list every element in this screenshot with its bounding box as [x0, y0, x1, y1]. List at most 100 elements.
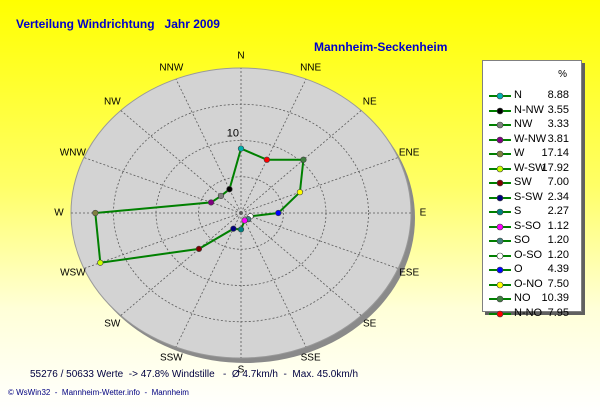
legend-rows: N 8.88 N-NW 3.55 NW 3.33 W-NW 3.81 W 17.14 W-SW 17.… [483, 89, 581, 321]
spoke-nne [240, 78, 307, 214]
axis-label-sw: SW [104, 319, 121, 330]
legend-swatch-marker [496, 266, 504, 274]
legend-row-no: NO 10.39 [483, 292, 581, 307]
axis-label-wsw: WSW [60, 268, 86, 279]
legend-swatch-n-nw [489, 107, 511, 114]
legend-swatch-marker [496, 121, 504, 129]
legend-label-s-so: S-SO [514, 219, 541, 232]
legend-swatch-s [489, 208, 511, 216]
legend-row-o: O 4.39 [483, 263, 581, 278]
legend-row-n-no: N-NO 7.95 [483, 307, 581, 322]
legend-row-w: W 17.14 [483, 147, 581, 162]
data-point-s [237, 226, 245, 233]
legend-row-s: S 2.27 [483, 205, 581, 220]
axis-label-s: S [238, 365, 245, 376]
legend-swatch-w [489, 150, 511, 158]
legend-row-s-so: S-SO 1.12 [483, 220, 581, 235]
legend-value-n: 8.88 [547, 89, 569, 101]
legend-swatch-marker [496, 136, 504, 143]
data-point-w-sw [97, 259, 104, 266]
data-point-sw [195, 245, 203, 252]
ring-value-label: 10 [227, 128, 239, 140]
axis-label-sse: SSE [301, 353, 321, 364]
axis-label-w: W [54, 208, 64, 219]
data-point-o-no [296, 189, 303, 196]
legend-swatch-marker [496, 107, 504, 114]
legend-label-w-sw: W-SW [514, 161, 546, 174]
legend-swatch-n [489, 92, 511, 100]
legend-swatch-o-no [489, 281, 511, 288]
legend-swatch-marker [496, 208, 504, 216]
legend-swatch-marker [496, 237, 504, 245]
legend-row-so: SO 1.20 [483, 234, 581, 249]
legend-value-s-sw: 2.34 [547, 190, 569, 203]
legend-label-n-nw: N-NW [514, 103, 544, 116]
legend-swatch-marker [496, 179, 504, 187]
legend-swatch-o [489, 266, 511, 274]
legend-swatch-marker [496, 310, 504, 317]
legend-value-sw: 7.00 [547, 176, 569, 188]
legend-label-w-nw: W-NW [514, 132, 547, 145]
legend-label-o: O [514, 263, 523, 275]
axis-label-se: SE [363, 319, 377, 330]
legend-row-sw: SW 7.00 [483, 176, 581, 191]
legend-label-n: N [514, 89, 522, 101]
legend-value-no: 10.39 [541, 292, 569, 304]
legend-label-n-no: N-NO [514, 306, 543, 319]
legend-label-o-so: O-SO [514, 248, 543, 261]
legend-value-so: 1.20 [547, 234, 569, 246]
axis-label-ene: ENE [399, 147, 420, 158]
axis-label-nnw: NNW [159, 62, 183, 73]
axis-label-ssw: SSW [160, 353, 183, 364]
axis-label-nne: NNE [300, 62, 321, 73]
legend-swatch-nw [489, 121, 511, 129]
legend-label-sw: SW [514, 176, 532, 188]
data-point-no [300, 156, 307, 163]
legend-swatch-s-so [489, 223, 511, 230]
footer-stats: 55276 / 50633 Werte -> 47.8% Windstille … [30, 369, 359, 380]
legend: % N 8.88 N-NW 3.55 NW 3.33 W-NW 3.81 W 17.14 W-SW 1… [482, 60, 582, 319]
spoke-ssw [175, 212, 242, 348]
legend-swatch-marker [496, 165, 504, 172]
data-point-n-no [263, 156, 270, 163]
legend-row-w-nw: W-NW 3.81 [483, 133, 581, 148]
legend-swatch-marker [496, 223, 504, 230]
legend-swatch-marker [496, 92, 504, 100]
legend-swatch-marker [496, 281, 504, 288]
axis-label-wnw: WNW [60, 147, 87, 158]
legend-swatch-no [489, 295, 511, 303]
legend-value-w-nw: 3.81 [547, 132, 569, 145]
legend-value-nw: 3.33 [547, 118, 569, 130]
legend-row-nw: NW 3.33 [483, 118, 581, 133]
legend-value-s: 2.27 [547, 205, 569, 217]
legend-value-n-no: 7.95 [547, 306, 569, 319]
data-point-s-sw [230, 225, 237, 232]
data-point-o [275, 209, 282, 217]
legend-swatch-marker [496, 194, 504, 201]
legend-label-o-no: O-NO [514, 277, 543, 290]
data-point-w-nw [207, 199, 215, 206]
legend-swatch-so [489, 237, 511, 245]
footer-credit: © WsWin32 - Mannheim-Wetter.info - Mannh… [8, 388, 189, 397]
legend-value-o-no: 7.50 [547, 277, 569, 290]
axis-label-nw: NW [104, 96, 121, 107]
legend-row-n-nw: N-NW 3.55 [483, 104, 581, 119]
axis-label-n: N [237, 51, 244, 62]
legend-swatch-marker [496, 252, 504, 259]
legend-value-o-so: 1.20 [547, 248, 569, 261]
legend-label-so: SO [514, 234, 530, 246]
data-point-w [92, 209, 99, 217]
data-point-n [237, 145, 245, 152]
legend-swatch-sw [489, 179, 511, 187]
legend-row-o-so: O-SO 1.20 [483, 249, 581, 264]
legend-value-w-sw: 17.92 [541, 161, 569, 174]
axis-label-ne: NE [363, 96, 377, 107]
legend-row-n: N 8.88 [483, 89, 581, 104]
legend-value-w: 17.14 [541, 147, 569, 159]
data-point-s-so [241, 217, 248, 224]
data-point-nw [217, 192, 225, 200]
legend-row-w-sw: W-SW 17.92 [483, 162, 581, 177]
legend-value-o: 4.39 [547, 263, 569, 275]
legend-swatch-o-so [489, 252, 511, 259]
